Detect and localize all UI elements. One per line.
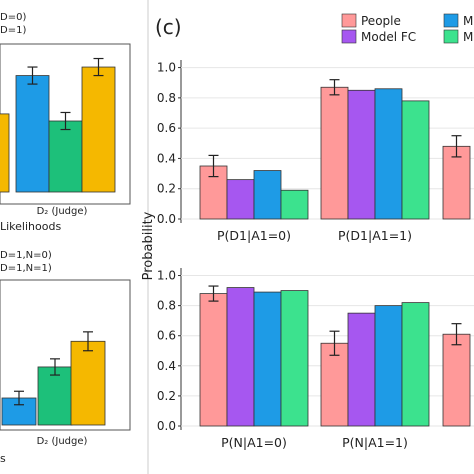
bar-m — [374, 88, 403, 220]
legend-label: Model FC — [361, 30, 416, 44]
x-category-label: P(N|A1=0) — [221, 435, 287, 450]
legend-label: M — [463, 30, 473, 44]
legend: People Model FC MM — [341, 13, 473, 44]
left-top-legend-line-2: D=1) — [0, 25, 26, 36]
y-axis-label: Probability — [141, 211, 156, 280]
bar-m — [374, 305, 403, 427]
y-tick-label: 0.6 — [157, 121, 176, 135]
right-bottom-chart: 0.00.20.40.60.81.0P(N|A1=0)P(N|A1=1)P( — [157, 268, 474, 450]
x-category-label: P(D1|A1=0) — [217, 228, 291, 243]
right-top-chart: 0.00.20.40.60.81.0P(D1|A1=0)P(D1|A1=1)P(… — [157, 60, 474, 243]
bar-model-fc — [226, 179, 255, 220]
left-top-legend-line-1: D=0) — [0, 12, 26, 23]
y-tick-label: 0.4 — [157, 359, 176, 373]
bar-m — [280, 290, 309, 427]
y-tick-label: 0.0 — [157, 419, 176, 433]
left-bottom-panel: D=1,N=0) D=1,N=1) D₂ (Judge) s — [0, 250, 131, 465]
bar-model-fc — [347, 89, 376, 220]
bar-m — [401, 302, 430, 427]
left-bottom-frame — [0, 279, 131, 431]
legend-label: People — [361, 14, 401, 28]
bar-m — [280, 189, 309, 220]
y-tick-label: 0.8 — [157, 91, 176, 105]
y-tick-label: 0.8 — [157, 299, 176, 313]
left-bottom-bar — [70, 340, 106, 426]
left-bottom-x-tick: D₂ (Judge) — [37, 436, 88, 447]
left-bottom-legend-line-1: D=1,N=0) — [0, 250, 52, 261]
bar-people — [320, 86, 349, 220]
y-tick-label: 0.2 — [157, 389, 176, 403]
bar-people — [199, 293, 228, 427]
y-tick-label: 1.0 — [157, 269, 176, 283]
bar-m — [253, 291, 282, 427]
left-top-bar — [81, 66, 116, 193]
bar-m — [401, 100, 430, 220]
legend-swatch — [341, 13, 357, 28]
left-bottom-legend-line-2: D=1,N=1) — [0, 263, 52, 274]
bar-people — [442, 333, 471, 427]
y-tick-label: 0.4 — [157, 151, 176, 165]
left-top-x-tick: D₂ (Judge) — [37, 206, 88, 217]
y-tick-label: 0.0 — [157, 212, 176, 226]
x-category-label: P(N|A1=1) — [342, 435, 408, 450]
bar-people — [442, 145, 471, 220]
bar-model-fc — [347, 312, 376, 427]
legend-label: M — [463, 14, 473, 28]
bar-m — [253, 170, 282, 220]
legend-swatch — [341, 29, 357, 44]
left-top-bar — [15, 75, 50, 193]
left-bottom-bar — [37, 366, 73, 426]
left-top-panel: D=0) D=1) D₂ (Judge) Likelihoods — [0, 12, 131, 233]
left-top-bar — [0, 113, 10, 193]
y-tick-label: 1.0 — [157, 61, 176, 75]
bar-model-fc — [226, 287, 255, 427]
left-top-bar — [48, 120, 83, 193]
panel-label: (c) — [155, 15, 182, 39]
left-bottom-caption: s — [0, 452, 6, 465]
legend-swatch — [443, 29, 459, 44]
x-category-label: P(D1|A1=1) — [338, 228, 412, 243]
left-top-frame — [0, 43, 131, 205]
y-tick-label: 0.6 — [157, 329, 176, 343]
left-top-caption: Likelihoods — [0, 220, 61, 233]
legend-swatch — [443, 13, 459, 28]
y-tick-label: 0.2 — [157, 182, 176, 196]
bar-people — [320, 342, 349, 427]
